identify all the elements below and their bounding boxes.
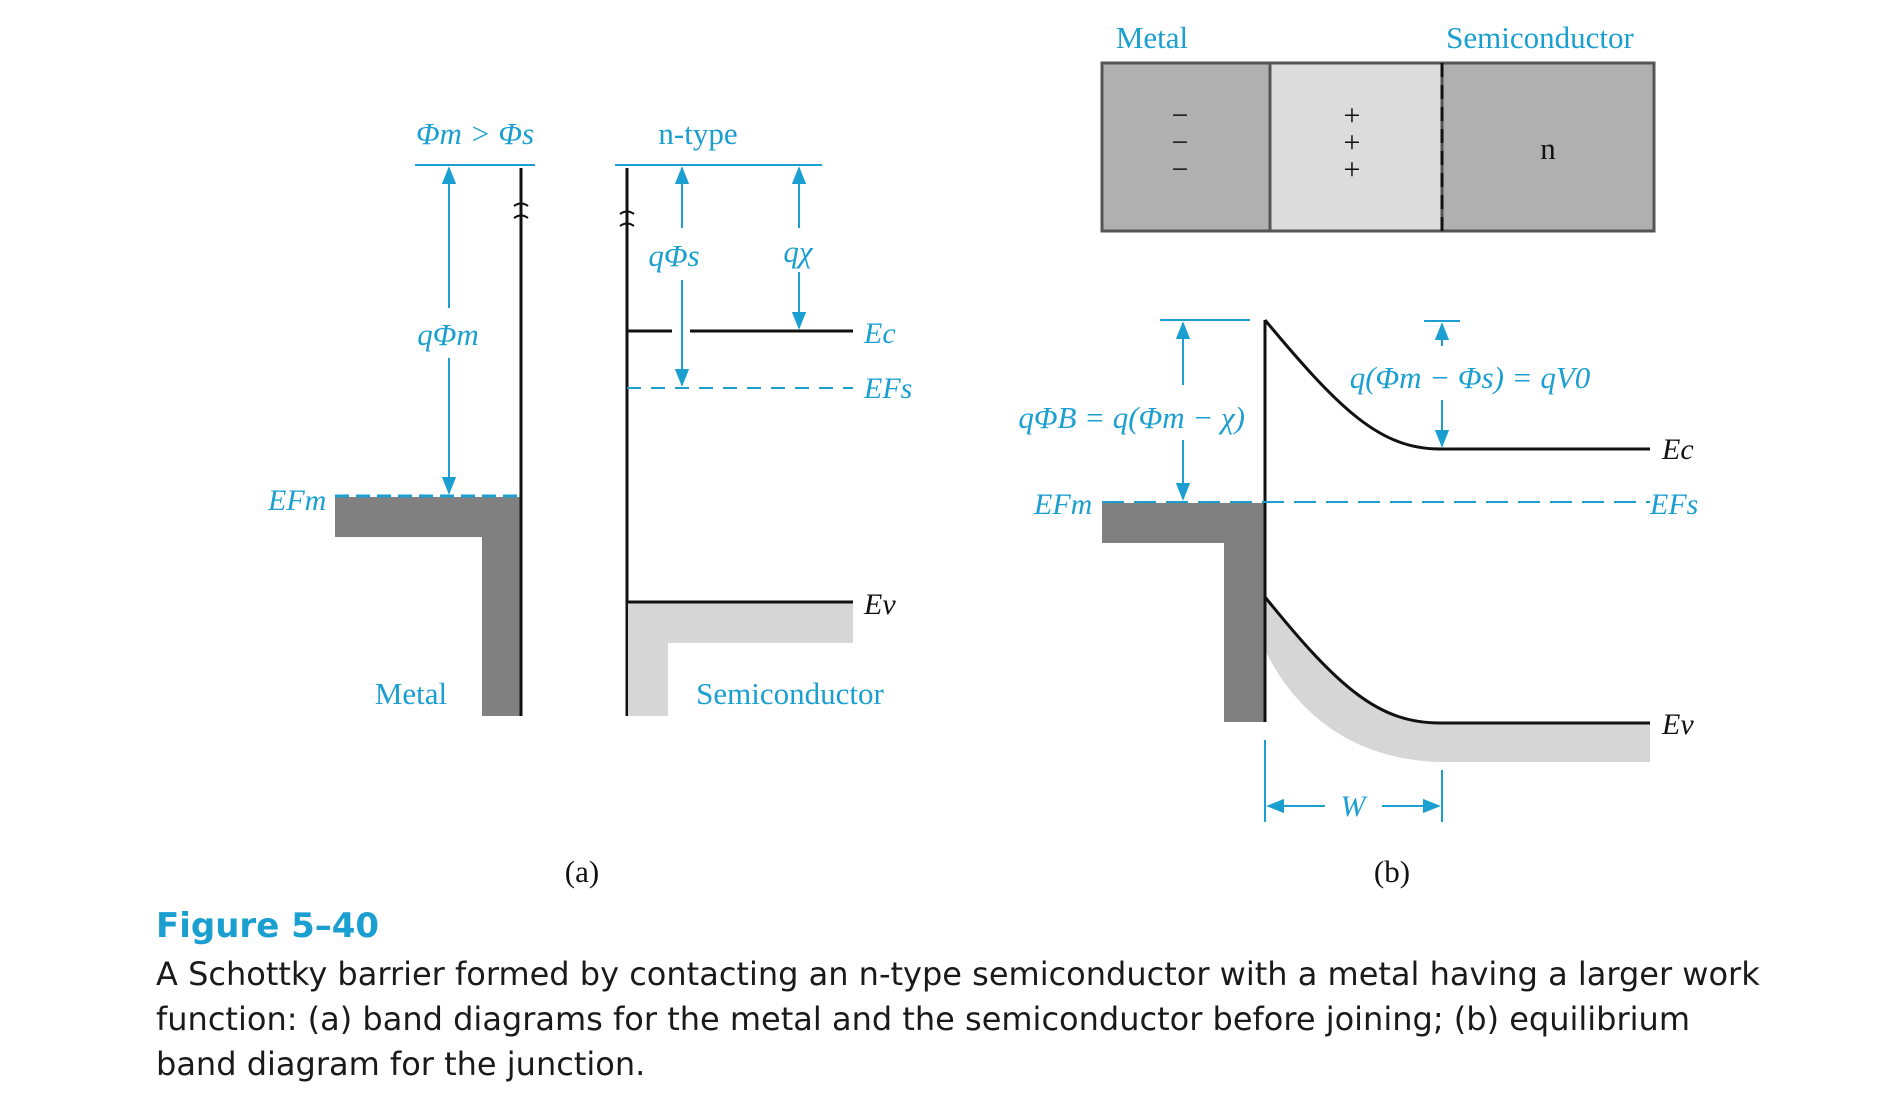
label-efm-a: EFm — [267, 484, 326, 517]
slab-depletion-region — [1268, 61, 1444, 233]
label-semiconductor-a: Semiconductor — [696, 676, 884, 711]
minus-sign: − — [1172, 153, 1189, 186]
label-efs-b: EFs — [1649, 488, 1698, 521]
label-ec-b: Ec — [1661, 433, 1694, 466]
label-metal-header: Metal — [1116, 20, 1188, 55]
label-ec-a: Ec — [863, 317, 896, 350]
label-semiconductor-header: Semiconductor — [1446, 20, 1634, 55]
valence-band-fill-a — [628, 603, 853, 716]
figure-number: Figure 5–40 — [156, 906, 380, 946]
valence-band-fill-b — [1266, 598, 1650, 762]
panel-b: Metal Semiconductor − − − + + + n — [1018, 20, 1698, 889]
minus-sign: − — [1172, 126, 1189, 159]
panel-tag-a: (a) — [565, 854, 599, 889]
label-barrier: qΦB = q(Φm − χ) — [1018, 400, 1245, 435]
plus-sign: + — [1344, 99, 1361, 132]
break-mark-a-right — [619, 210, 635, 227]
plus-sign: + — [1344, 126, 1361, 159]
ec-bent-curve — [1263, 319, 1650, 451]
metal-band-fill-a — [335, 497, 520, 716]
label-efs-a: EFs — [863, 372, 912, 405]
label-built-in: q(Φm − Φs) = qV0 — [1350, 360, 1591, 395]
metal-band-fill-b — [1102, 503, 1264, 722]
panel-tag-b: (b) — [1374, 854, 1410, 889]
label-ev-b: Ev — [1661, 708, 1694, 741]
label-efm-b: EFm — [1033, 488, 1092, 521]
label-phi-m-gt-phi-s: Φm > Φs — [416, 116, 534, 151]
label-n-type: n-type — [658, 116, 737, 151]
ev-bent-curve — [1263, 596, 1650, 725]
label-q-phi-m: qΦm — [417, 317, 479, 352]
panel-a: Φm > Φs n-type qΦm qΦs qχ Ec EFs EFm Ev … — [267, 116, 912, 889]
minus-sign: − — [1172, 99, 1189, 132]
slab-n-region — [1440, 61, 1656, 233]
figure-caption: A Schottky barrier formed by contacting … — [156, 955, 1760, 1083]
label-n: n — [1540, 131, 1556, 166]
label-q-phi-s: qΦs — [648, 238, 699, 273]
label-w: W — [1341, 790, 1369, 823]
label-metal-a: Metal — [375, 676, 447, 711]
plus-sign: + — [1344, 153, 1361, 186]
break-mark-a-left — [513, 202, 529, 219]
label-ev-a: Ev — [863, 588, 896, 621]
label-q-chi: qχ — [783, 234, 814, 269]
slab-metal-region — [1100, 61, 1272, 233]
